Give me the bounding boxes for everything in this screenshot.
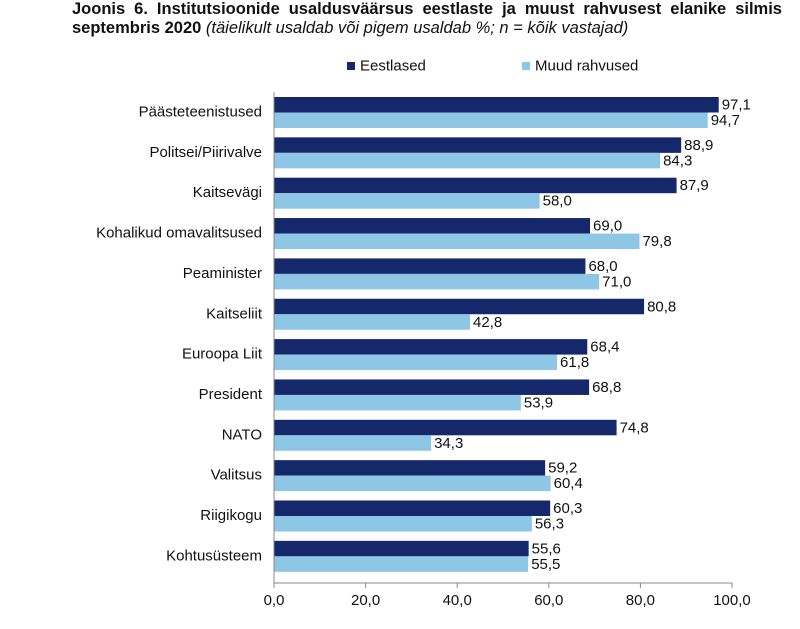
data-label: 88,9	[684, 137, 713, 154]
bar-muud-rahvused	[274, 435, 432, 451]
bar-muud-rahvused	[274, 516, 532, 532]
bar-eestlased	[274, 97, 719, 113]
data-label: 69,0	[593, 218, 622, 235]
x-tick-label: 60,0	[534, 592, 563, 609]
x-tick-label: 100,0	[713, 592, 751, 609]
bar-eestlased	[274, 339, 588, 355]
title-text: Joonis 6. Institutsioonide usaldusväärsu…	[72, 0, 782, 37]
data-label: 53,9	[524, 394, 553, 411]
bar-eestlased	[274, 540, 529, 557]
x-tick-label: 80,0	[626, 592, 655, 609]
data-label: 60,3	[553, 500, 582, 517]
data-label: 60,4	[554, 475, 583, 492]
category-label: Kohtusüsteem	[166, 547, 262, 564]
legend-swatch-1	[522, 62, 530, 70]
data-label: 97,1	[722, 97, 751, 114]
data-label: 42,8	[473, 314, 502, 331]
data-label: 87,9	[680, 177, 709, 194]
data-label: 79,8	[642, 233, 671, 250]
category-label: Kohalikud omavalitsused	[96, 225, 262, 242]
bar-eestlased	[274, 419, 617, 436]
bar-eestlased	[274, 137, 682, 153]
category-label: President	[199, 386, 263, 403]
bar-eestlased	[274, 379, 590, 395]
bar-muud-rahvused	[274, 233, 640, 250]
data-label: 71,0	[602, 273, 631, 290]
bar-eestlased	[274, 500, 551, 516]
bar-muud-rahvused	[274, 152, 661, 169]
category-label: Euroopa Liit	[182, 346, 263, 363]
bar-muud-rahvused	[274, 193, 540, 209]
bar-eestlased	[274, 258, 586, 274]
category-label: Kaitseliit	[206, 305, 263, 322]
category-label: Kaitsevägi	[193, 184, 262, 201]
chart-title: Joonis 6. Institutsioonide usaldusväärsu…	[72, 0, 782, 38]
category-label: Peaminister	[183, 265, 262, 282]
category-label: Valitsus	[211, 467, 262, 484]
data-label: 74,8	[620, 419, 649, 436]
bar-eestlased	[274, 177, 677, 194]
data-label: 68,0	[588, 258, 617, 275]
bar-muud-rahvused	[274, 273, 600, 290]
bar-eestlased	[274, 218, 591, 234]
bar-muud-rahvused	[274, 556, 529, 572]
data-label: 56,3	[535, 516, 564, 533]
data-label: 94,7	[711, 112, 740, 129]
data-label: 55,6	[532, 540, 561, 557]
data-label: 59,2	[548, 460, 577, 477]
chart-subtitle: (täielikult usaldab või pigem usaldab %;…	[205, 19, 629, 37]
x-tick-label: 40,0	[443, 592, 472, 609]
legend-label-0: Eestlased	[360, 58, 426, 75]
category-label: NATO	[222, 426, 262, 443]
category-label: Riigikogu	[200, 507, 262, 524]
category-label: Päästeteenistused	[139, 104, 262, 121]
x-tick-label: 20,0	[351, 592, 380, 609]
legend-swatch-0	[347, 62, 355, 70]
data-label: 34,3	[434, 435, 463, 452]
data-label: 58,0	[543, 193, 572, 210]
bar-eestlased	[274, 298, 645, 315]
bar-muud-rahvused	[274, 354, 558, 371]
data-label: 68,4	[590, 339, 619, 356]
category-label: Politsei/Piirivalve	[149, 144, 262, 161]
data-label: 84,3	[663, 152, 692, 169]
bar-muud-rahvused	[274, 475, 551, 492]
data-label: 55,5	[531, 556, 560, 573]
legend-label-1: Muud rahvused	[535, 58, 638, 75]
bar-muud-rahvused	[274, 314, 471, 330]
bar-eestlased	[274, 460, 546, 476]
x-tick-label: 0,0	[264, 592, 285, 609]
data-label: 61,8	[560, 354, 589, 371]
bar-muud-rahvused	[274, 394, 521, 411]
data-label: 80,8	[647, 298, 676, 315]
data-label: 68,8	[592, 379, 621, 396]
bar-muud-rahvused	[274, 112, 708, 128]
